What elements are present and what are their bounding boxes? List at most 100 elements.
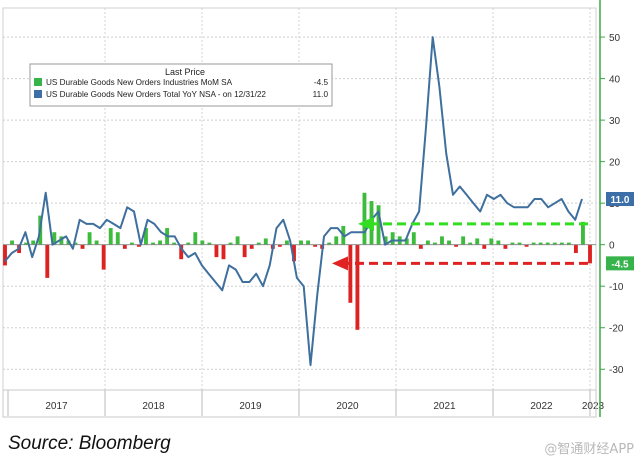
mom-bar bbox=[425, 240, 430, 245]
mom-bar bbox=[299, 240, 303, 245]
mom-bar bbox=[313, 244, 318, 247]
mom-bar bbox=[214, 244, 219, 258]
chart-area: 201720182019202020212022202350403020100-… bbox=[2, 0, 634, 418]
mom-bar bbox=[136, 244, 141, 247]
mom-bar bbox=[510, 242, 515, 245]
mom-bar bbox=[52, 232, 57, 245]
mom-bar bbox=[144, 228, 148, 245]
x-tick-label: 2018 bbox=[142, 401, 165, 412]
mom-bar bbox=[284, 240, 289, 245]
mom-bar bbox=[256, 242, 261, 245]
mom-bar bbox=[566, 242, 571, 245]
mom-bar bbox=[531, 242, 536, 245]
mom-bar bbox=[31, 240, 36, 245]
mom-bar bbox=[461, 236, 466, 245]
mom-bar bbox=[573, 244, 578, 253]
mom-bar bbox=[496, 240, 501, 245]
watermark: @智通财经APP bbox=[544, 442, 634, 457]
y-tick-label: 40 bbox=[609, 75, 621, 86]
mom-bar bbox=[306, 240, 311, 245]
mom-bar bbox=[87, 232, 92, 245]
mom-bar bbox=[228, 242, 233, 245]
mom-bar bbox=[172, 242, 177, 245]
legend-label: US Durable Goods New Orders Industries M… bbox=[46, 78, 233, 87]
last-value-tag bbox=[606, 192, 634, 206]
mom-bar bbox=[411, 232, 416, 245]
red-arrow-head bbox=[332, 256, 348, 271]
mom-bar bbox=[151, 242, 155, 245]
mom-bar bbox=[101, 244, 106, 270]
mom-bar bbox=[45, 244, 50, 278]
mom-bar bbox=[559, 242, 564, 245]
mom-bar bbox=[545, 242, 550, 245]
mom-bar bbox=[115, 232, 120, 245]
mom-bar bbox=[390, 232, 395, 245]
y-tick-label: -20 bbox=[609, 324, 624, 335]
mom-bar bbox=[179, 244, 184, 260]
mom-bar bbox=[207, 242, 212, 245]
mom-bar bbox=[200, 240, 205, 245]
legend-header: Last Price bbox=[165, 67, 205, 77]
mom-bar bbox=[468, 242, 473, 245]
x-tick-label: 2022 bbox=[530, 401, 553, 412]
legend-value: 11.0 bbox=[313, 90, 329, 99]
mom-bar bbox=[249, 244, 254, 249]
y-tick-label: 20 bbox=[609, 158, 621, 169]
x-axis-band bbox=[2, 389, 597, 418]
mom-bar bbox=[221, 244, 226, 260]
mom-bar bbox=[538, 242, 543, 245]
legend-box bbox=[29, 63, 333, 107]
mom-bar bbox=[517, 242, 522, 245]
mom-bar bbox=[94, 240, 99, 245]
mom-bar bbox=[277, 244, 282, 247]
mom-bar bbox=[263, 238, 268, 245]
x-tick-label: 2017 bbox=[45, 401, 68, 412]
mom-bar bbox=[242, 244, 247, 258]
legend-label: US Durable Goods New Orders Total YoY NS… bbox=[46, 90, 266, 99]
mom-bar bbox=[158, 240, 162, 245]
mom-bar bbox=[581, 221, 585, 245]
mom-bar bbox=[503, 244, 508, 249]
mom-bar bbox=[186, 242, 191, 245]
mom-bar bbox=[24, 242, 29, 245]
mom-bar bbox=[108, 228, 113, 245]
mom-bar bbox=[73, 242, 78, 245]
mom-bar bbox=[552, 242, 557, 245]
mom-bar bbox=[418, 244, 423, 249]
mom-bar bbox=[327, 242, 332, 245]
source-caption: Source: Bloomberg bbox=[8, 433, 171, 454]
mom-bar bbox=[10, 240, 14, 245]
mom-bar bbox=[80, 244, 85, 249]
x-tick-label: 2023 bbox=[582, 401, 605, 412]
mom-bar bbox=[588, 244, 592, 264]
mom-bar bbox=[292, 244, 296, 262]
mom-bar bbox=[235, 236, 240, 245]
mom-bar bbox=[362, 192, 367, 245]
mom-bar bbox=[454, 244, 459, 247]
last-value-text: 11.0 bbox=[611, 195, 630, 206]
chart-canvas: 201720182019202020212022202350403020100-… bbox=[2, 0, 634, 418]
x-tick-label: 2021 bbox=[433, 401, 456, 412]
x-tick-label: 2020 bbox=[336, 401, 359, 412]
yoy-line bbox=[4, 36, 583, 367]
x-tick-label: 2019 bbox=[239, 401, 262, 412]
mom-bar bbox=[3, 244, 7, 266]
mom-bar bbox=[447, 240, 451, 245]
legend-swatch bbox=[34, 78, 42, 86]
last-value-text: -4.5 bbox=[611, 259, 629, 270]
y-tick-label: -10 bbox=[609, 282, 624, 293]
legend-swatch bbox=[34, 90, 42, 98]
mom-bar bbox=[404, 238, 409, 245]
mom-bar bbox=[489, 238, 494, 245]
mom-bar bbox=[524, 244, 529, 247]
y-tick-label: -30 bbox=[609, 365, 624, 376]
y-tick-label: 50 bbox=[609, 33, 621, 44]
mom-bar bbox=[193, 232, 198, 245]
mom-bar bbox=[440, 236, 444, 245]
legend-value: -4.5 bbox=[314, 78, 329, 87]
mom-bar bbox=[376, 205, 381, 245]
mom-bar bbox=[348, 244, 353, 303]
mom-bar bbox=[475, 238, 480, 245]
last-value-tag bbox=[606, 256, 634, 271]
mom-bar bbox=[383, 236, 388, 245]
